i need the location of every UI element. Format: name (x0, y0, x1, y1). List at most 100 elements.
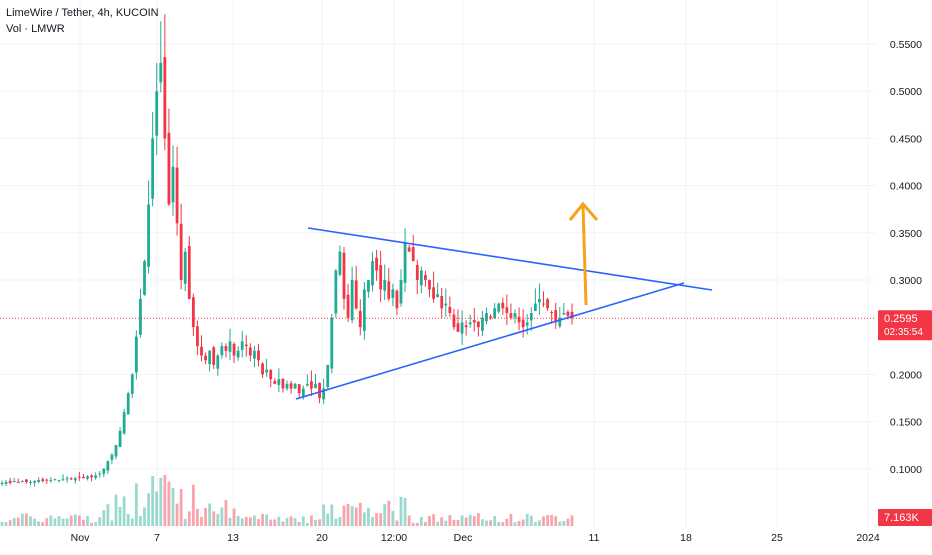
candle-body (0, 482, 4, 484)
volume-bar (358, 502, 362, 526)
volume-bar (464, 517, 468, 526)
volume-badge (878, 509, 932, 526)
candle-body (428, 280, 431, 290)
volume-bar (224, 499, 228, 526)
volume-bar (171, 488, 175, 526)
volume-bar (90, 522, 93, 526)
candle-body (542, 303, 545, 305)
candle-body (297, 384, 301, 394)
volume-bar (448, 515, 452, 526)
volume-bar (424, 522, 427, 526)
candle-body (265, 369, 269, 373)
candle-body (330, 317, 334, 369)
candle-body (139, 298, 142, 335)
volume-bar (407, 515, 411, 526)
candle-body (464, 325, 468, 328)
candle-body (318, 383, 321, 398)
volume-bar (346, 503, 350, 526)
candle-body (110, 454, 114, 460)
volume-bar (163, 474, 167, 526)
time-tick-label: 20 (316, 532, 328, 544)
volume-bar (542, 516, 545, 526)
volume-bar (159, 477, 163, 526)
candle-body (224, 346, 228, 351)
countdown-timer: 02:35:54 (884, 327, 923, 338)
candle-body (285, 383, 289, 389)
candle-body (424, 275, 427, 280)
candle-body (134, 336, 138, 373)
candle-body (269, 370, 273, 380)
volume-bar (476, 513, 480, 526)
candle-body (171, 166, 175, 203)
volume-bar (342, 505, 346, 526)
volume-bar (334, 518, 338, 526)
volume-indicator-label[interactable]: Vol · LMWR (6, 23, 65, 35)
candle-body (130, 374, 134, 394)
volume-bar (505, 518, 509, 526)
candle-body (310, 381, 313, 389)
candle-body (358, 311, 362, 328)
candle-body (322, 388, 326, 400)
volume-bar (456, 519, 460, 526)
volume-bar (257, 519, 260, 526)
volume-bar (501, 522, 505, 526)
volume-bar (460, 515, 464, 526)
symbol-title[interactable]: LimeWire / Tether, 4h, KUCOIN (6, 7, 159, 19)
candle-body (293, 383, 297, 389)
volume-bar (216, 513, 220, 526)
price-tick-label: 0.1000 (890, 464, 922, 476)
time-tick-label: 2024 (856, 532, 880, 544)
volume-bar (436, 521, 440, 526)
candle-body (16, 481, 20, 483)
price-tick-label: 0.1500 (890, 417, 922, 429)
volume-bar (301, 516, 305, 526)
candle-body (49, 480, 53, 482)
candle-body (216, 355, 220, 369)
volume-bar (65, 518, 69, 526)
candle-body (33, 481, 36, 483)
volume-bar (415, 522, 419, 526)
candle-body (538, 298, 541, 303)
candle-body (273, 380, 277, 384)
candle-body (183, 251, 187, 284)
candle-body (167, 132, 171, 205)
volume-bar (41, 522, 45, 526)
candle-body (200, 346, 203, 356)
candle-body (415, 264, 419, 280)
volume-bar (379, 513, 383, 526)
volume-bar (98, 517, 102, 526)
candle-body (98, 473, 102, 475)
volume-bar (297, 522, 301, 526)
volume-bar (45, 518, 49, 526)
candle-body (82, 476, 85, 479)
time-tick-label: 13 (227, 532, 239, 544)
volume-bar (12, 518, 16, 526)
volume-bar (391, 510, 395, 526)
candle-body (248, 347, 252, 356)
volume-bar (399, 496, 403, 526)
time-tick-label: Nov (71, 532, 90, 544)
price-tick-label: 0.5000 (890, 86, 922, 98)
volume-bar (253, 515, 256, 526)
volume-bar (134, 483, 138, 526)
volume-bar (232, 508, 236, 526)
candle-body (41, 479, 45, 482)
volume-bar (419, 516, 423, 526)
candle-body (147, 204, 150, 267)
volume-bar (350, 506, 354, 526)
candle-body (468, 322, 472, 325)
volume-bar (151, 475, 155, 526)
time-tick-label: 12:00 (381, 532, 407, 544)
volume-bar (143, 507, 146, 526)
volume-bar (550, 514, 554, 526)
candle-body (533, 303, 537, 311)
candle-body (57, 480, 61, 482)
candle-body (391, 289, 395, 298)
volume-bar (440, 517, 444, 526)
candle-body (375, 257, 378, 271)
volume-bar (428, 515, 431, 526)
volume-bar (179, 488, 183, 526)
volume-bar (289, 516, 293, 526)
